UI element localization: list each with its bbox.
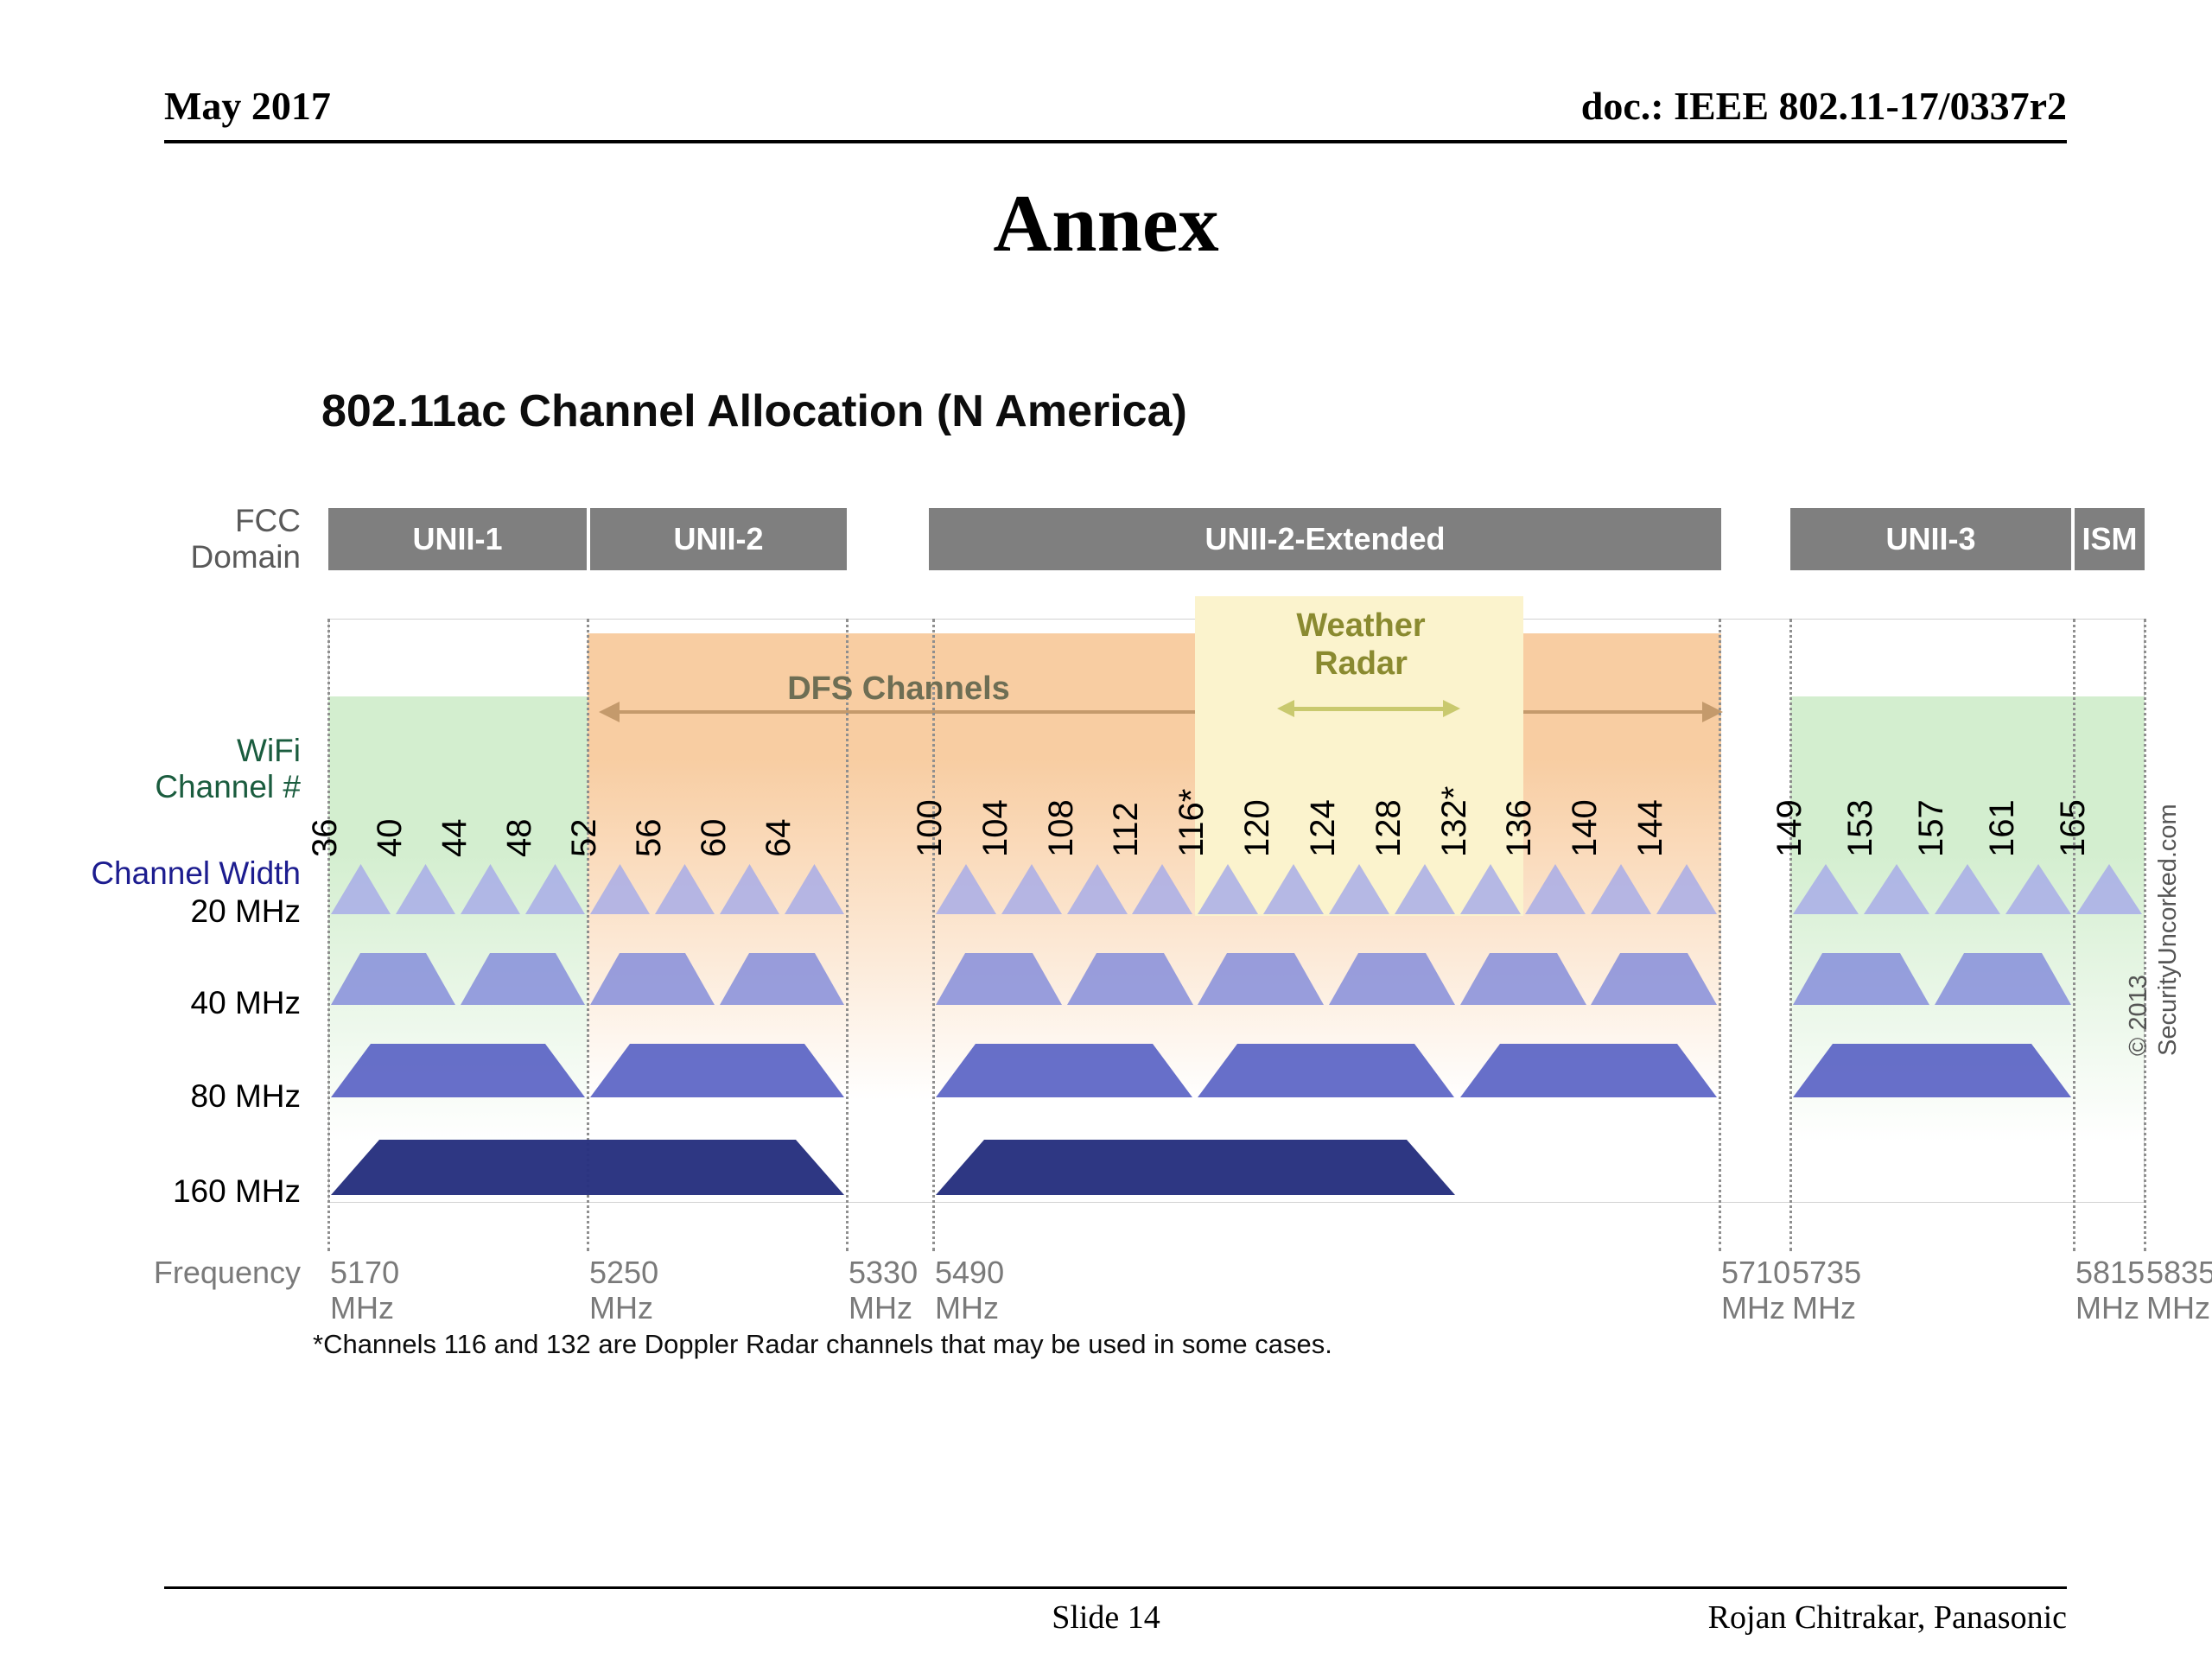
wifi-channel-label-112: 112: [1107, 802, 1145, 857]
wifi-channel-label-120: 120: [1238, 799, 1276, 857]
wifi-channel-label-153: 153: [1841, 799, 1879, 857]
fcc-domain-bar-unii-2: UNII-2: [590, 508, 847, 570]
freq-gridline-5815: [2073, 619, 2075, 1251]
wifi-channel-row-label-line2: Channel #: [155, 769, 301, 804]
wifi-channel-label-124: 124: [1304, 799, 1342, 857]
wifi-channel-label-136: 136: [1500, 799, 1538, 857]
wifi-channel-label-157: 157: [1912, 799, 1950, 857]
dfs-arrow-line: [615, 710, 1706, 714]
footer-rule: [164, 1586, 2067, 1589]
wifi-channel-label-149: 149: [1770, 799, 1808, 857]
freq-gridline-5710: [1719, 619, 1721, 1251]
wifi-channel-label-108: 108: [1042, 799, 1080, 857]
wifi-channel-label-100: 100: [911, 799, 949, 857]
frequency-label-5250: 5250 MHz: [589, 1255, 659, 1325]
freq-gridline-5170: [327, 619, 330, 1251]
weather-radar-label: Weather Radar: [1296, 607, 1426, 682]
unii3-green-band: [1790, 696, 2145, 1203]
channel-80mhz-shape: [331, 1044, 585, 1097]
wifi-channel-label-165: 165: [2054, 799, 2092, 857]
diagram-title: 802.11ac Channel Allocation (N America): [321, 386, 1187, 436]
freq-gridline-5330: [846, 619, 849, 1251]
unii-low-green-band: [328, 696, 588, 1203]
header-doc: doc.: IEEE 802.11-17/0337r2: [1580, 84, 2067, 128]
weather-arrow-line: [1293, 707, 1445, 711]
wifi-channel-label-40: 40: [371, 818, 409, 858]
freq-gridline-5490: [932, 619, 935, 1251]
wifi-channel-label-56: 56: [630, 818, 668, 858]
frequency-label-5735: 5735 MHz: [1792, 1255, 1862, 1325]
header-rule: [164, 140, 2067, 143]
wifi-channel-label-64: 64: [760, 818, 798, 858]
frequency-label-5330: 5330 MHz: [849, 1255, 918, 1325]
frequency-label-5710: 5710 MHz: [1721, 1255, 1791, 1325]
frequency-label-5170: 5170 MHz: [330, 1255, 400, 1325]
width-row-label-40mhz: 40 MHz: [190, 985, 301, 1020]
slide-number: Slide 14: [1052, 1599, 1160, 1636]
wifi-channel-label-161: 161: [1983, 799, 2021, 857]
fcc-domain-bar-unii-2-extended: UNII-2-Extended: [929, 508, 1721, 570]
wifi-channel-label-144: 144: [1631, 799, 1669, 857]
footnote: *Channels 116 and 132 are Doppler Radar …: [313, 1329, 1332, 1359]
weather-arrow-right-head: [1443, 700, 1460, 717]
footer-author: Rojan Chitrakar, Panasonic: [1707, 1599, 2067, 1636]
header-date: May 2017: [164, 84, 331, 128]
channel-80mhz-shape: [590, 1044, 844, 1097]
width-row-label-80mhz: 80 MHz: [190, 1078, 301, 1114]
frequency-label-5490: 5490 MHz: [935, 1255, 1005, 1325]
channel-80mhz-shape: [1793, 1044, 2071, 1097]
frequency-label-5815: 5815 MHz: [2075, 1255, 2145, 1325]
dfs-channels-label: DFS Channels: [787, 671, 1010, 707]
channel-80mhz-shape: [936, 1044, 1192, 1097]
wifi-channel-label-140: 140: [1566, 799, 1604, 857]
fcc-domain-bar-unii-3: UNII-3: [1790, 508, 2071, 570]
weather-radar-band: [1195, 596, 1523, 916]
wifi-channel-label-60: 60: [695, 818, 733, 858]
wifi-channel-row-label: WiFi Channel #: [155, 733, 301, 805]
width-row-label-20mhz: 20 MHz: [190, 893, 301, 929]
wifi-channel-label-116: 116*: [1173, 788, 1211, 857]
channel-80mhz-shape: [1460, 1044, 1717, 1097]
wifi-channel-label-128: 128: [1370, 799, 1408, 857]
wifi-channel-label-36: 36: [306, 818, 344, 858]
fcc-domain-bar-ism: ISM: [2075, 508, 2145, 570]
frequency-row-label: Frequency: [153, 1255, 301, 1290]
channel-width-row-label: Channel Width: [91, 855, 301, 891]
dfs-arrow-left-head: [599, 702, 620, 722]
channel-160mhz-shape: [936, 1140, 1455, 1195]
freq-gridline-5250: [587, 619, 589, 1251]
channel-80mhz-shape: [1198, 1044, 1454, 1097]
fcc-domain-row-label-line1: FCC: [234, 503, 301, 538]
wifi-channel-label-104: 104: [976, 799, 1014, 857]
channel-160mhz-shape: [331, 1140, 844, 1195]
page-title: Annex: [993, 179, 1219, 269]
weather-arrow-left-head: [1277, 700, 1294, 717]
wifi-channel-label-132: 132*: [1435, 785, 1473, 857]
freq-gridline-5835: [2144, 619, 2146, 1251]
dfs-orange-band: [588, 633, 1721, 1203]
wifi-channel-label-48: 48: [500, 818, 538, 858]
fcc-domain-row-label-line2: Domain: [190, 539, 302, 575]
wifi-channel-label-52: 52: [565, 818, 603, 858]
frequency-label-5835: 5835 MHz: [2146, 1255, 2212, 1325]
wifi-channel-row-label-line1: WiFi: [237, 733, 301, 768]
width-row-label-160mhz: 160 MHz: [172, 1173, 301, 1209]
fcc-domain-bar-unii-1: UNII-1: [328, 508, 587, 570]
freq-gridline-5735: [1789, 619, 1792, 1251]
wifi-channel-label-44: 44: [435, 818, 474, 858]
fcc-domain-row-label: FCC Domain: [191, 503, 302, 575]
